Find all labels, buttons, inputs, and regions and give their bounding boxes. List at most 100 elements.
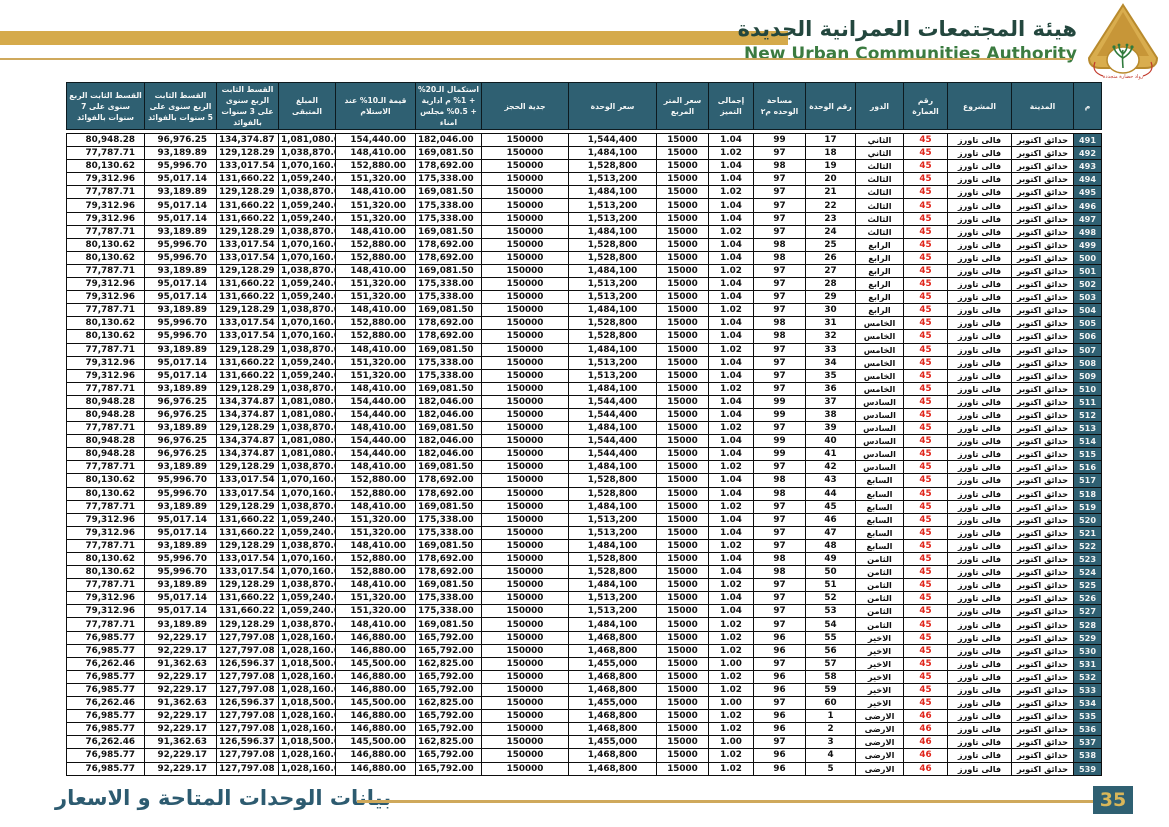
cell-premium-total: 1.02 [708, 722, 754, 737]
cell-area-m2: 96 [753, 682, 806, 698]
cell-unit-price: 1,468,800 [568, 761, 657, 776]
cell-serial: 539 [1073, 761, 1102, 776]
cell-remaining-amount: 1,081,080.00 [278, 132, 336, 148]
cell-price-per-m2: 15000 [656, 643, 709, 658]
cell-value-10pct-on-delivery: 151,320.00 [335, 277, 416, 292]
cell-value-10pct-on-delivery: 151,320.00 [335, 355, 416, 370]
cell-premium-total: 1.02 [708, 617, 754, 632]
cell-floor: الثالث [855, 211, 904, 226]
cell-project: فالى تاورز [947, 224, 1012, 239]
cell-area-m2: 96 [753, 709, 806, 724]
cell-project: فالى تاورز [947, 198, 1012, 213]
cell-project: فالى تاورز [947, 656, 1012, 671]
cell-installment-3y: 127,797.08 [216, 709, 279, 724]
cell-value-10pct-on-delivery: 151,320.00 [335, 290, 416, 305]
cell-premium-total: 1.02 [708, 682, 754, 698]
cell-remaining-amount: 1,059,240.00 [278, 368, 336, 383]
cell-price-per-m2: 15000 [656, 696, 709, 711]
table-row: 539 حدائق اكتوبر فالى تاورز 46 الارضى 5 96 1.02… [66, 761, 1102, 776]
cell-value-10pct-on-delivery: 152,880.00 [335, 250, 416, 265]
cell-unit-price: 1,468,800 [568, 630, 657, 645]
cell-installment-5y: 95,017.14 [144, 172, 217, 187]
cell-installment-7y: 80,948.28 [66, 407, 145, 423]
cell-premium-total: 1.02 [708, 499, 754, 514]
cell-completion-20pct: 165,792.00 [415, 669, 482, 684]
cell-value-10pct-on-delivery: 148,410.00 [335, 460, 416, 475]
cell-completion-20pct: 162,825.00 [415, 735, 482, 750]
cell-premium-total: 1.02 [708, 669, 754, 684]
table-row: 534 حدائق اكتوبر فالى تاورز 45 الاخير 60 97 1.0… [66, 696, 1102, 711]
cell-remaining-amount: 1,028,160.00 [278, 722, 336, 737]
cell-premium-total: 1.04 [708, 486, 754, 501]
cell-unit-price: 1,528,800 [568, 250, 657, 265]
cell-floor: الثامن [855, 551, 904, 567]
cell-completion-20pct: 175,338.00 [415, 604, 482, 619]
cell-booking-deposit: 150000 [481, 630, 569, 645]
units-price-table: م المدينة المشروع رقم العمارة الدور رقم الوحد… [66, 82, 1102, 776]
cell-installment-5y: 92,229.17 [144, 630, 217, 645]
table-row: 499 حدائق اكتوبر فالى تاورز 45 الرابع 25 98 1.0… [66, 237, 1102, 252]
cell-installment-7y: 76,262.46 [66, 735, 145, 750]
cell-city: حدائق اكتوبر [1011, 277, 1074, 292]
cell-serial: 510 [1073, 381, 1102, 396]
cell-building-no: 45 [903, 342, 948, 357]
table-row: 530 حدائق اكتوبر فالى تاورز 45 الاخير 56 96 1.0… [66, 643, 1102, 658]
cell-booking-deposit: 150000 [481, 722, 569, 737]
table-row: 507 حدائق اكتوبر فالى تاورز 45 الخامس 33 97 1.0… [66, 342, 1102, 357]
cell-installment-7y: 79,312.96 [66, 277, 145, 292]
cell-project: فالى تاورز [947, 486, 1012, 501]
cell-serial: 522 [1073, 538, 1102, 554]
cell-value-10pct-on-delivery: 148,410.00 [335, 185, 416, 200]
cell-installment-7y: 77,787.71 [66, 381, 145, 396]
cell-building-no: 45 [903, 669, 948, 684]
cell-booking-deposit: 150000 [481, 486, 569, 501]
cell-installment-3y: 131,660.22 [216, 368, 279, 383]
cell-serial: 516 [1073, 460, 1102, 475]
cell-area-m2: 98 [753, 565, 806, 580]
cell-building-no: 45 [903, 316, 948, 331]
cell-price-per-m2: 15000 [656, 525, 709, 540]
cell-price-per-m2: 15000 [656, 421, 709, 436]
cell-installment-7y: 80,130.62 [66, 237, 145, 252]
cell-premium-total: 1.00 [708, 656, 754, 671]
col-header-floor: الدور [855, 82, 904, 130]
cell-floor: الاخير [855, 643, 904, 658]
cell-premium-total: 1.02 [708, 748, 754, 763]
col-header-installment-5y: القسط الثابت الربع سنوى على 5 سنوات بالف… [144, 82, 217, 130]
cell-unit-price: 1,468,800 [568, 748, 657, 763]
authority-title-english: New Urban Communities Authority [744, 44, 1077, 64]
cell-price-per-m2: 15000 [656, 355, 709, 370]
cell-building-no: 46 [903, 735, 948, 750]
cell-floor: الارضى [855, 761, 904, 776]
cell-installment-3y: 129,128.29 [216, 342, 279, 357]
cell-building-no: 45 [903, 512, 948, 527]
cell-serial: 509 [1073, 368, 1102, 383]
cell-installment-7y: 76,985.77 [66, 630, 145, 645]
cell-price-per-m2: 15000 [656, 263, 709, 279]
cell-unit-no: 28 [805, 277, 856, 292]
cell-premium-total: 1.04 [708, 604, 754, 619]
cell-booking-deposit: 150000 [481, 512, 569, 527]
cell-project: فالى تاورز [947, 172, 1012, 187]
col-header-project: المشروع [947, 82, 1012, 130]
cell-building-no: 45 [903, 198, 948, 213]
cell-city: حدائق اكتوبر [1011, 368, 1074, 383]
header-gold-bar [0, 31, 788, 45]
cell-value-10pct-on-delivery: 146,880.00 [335, 761, 416, 776]
cell-remaining-amount: 1,028,160.00 [278, 682, 336, 698]
cell-completion-20pct: 169,081.50 [415, 617, 482, 632]
cell-project: فالى تاورز [947, 643, 1012, 658]
cell-value-10pct-on-delivery: 145,500.00 [335, 735, 416, 750]
cell-value-10pct-on-delivery: 148,410.00 [335, 224, 416, 239]
cell-value-10pct-on-delivery: 152,880.00 [335, 565, 416, 580]
cell-price-per-m2: 15000 [656, 224, 709, 239]
cell-remaining-amount: 1,070,160.00 [278, 551, 336, 567]
cell-installment-7y: 80,130.62 [66, 473, 145, 488]
cell-completion-20pct: 169,081.50 [415, 146, 482, 161]
cell-installment-3y: 131,660.22 [216, 604, 279, 619]
cell-installment-7y: 76,985.77 [66, 682, 145, 698]
cell-unit-no: 33 [805, 342, 856, 357]
cell-remaining-amount: 1,038,870.00 [278, 381, 336, 396]
cell-value-10pct-on-delivery: 152,880.00 [335, 551, 416, 567]
cell-area-m2: 96 [753, 748, 806, 763]
